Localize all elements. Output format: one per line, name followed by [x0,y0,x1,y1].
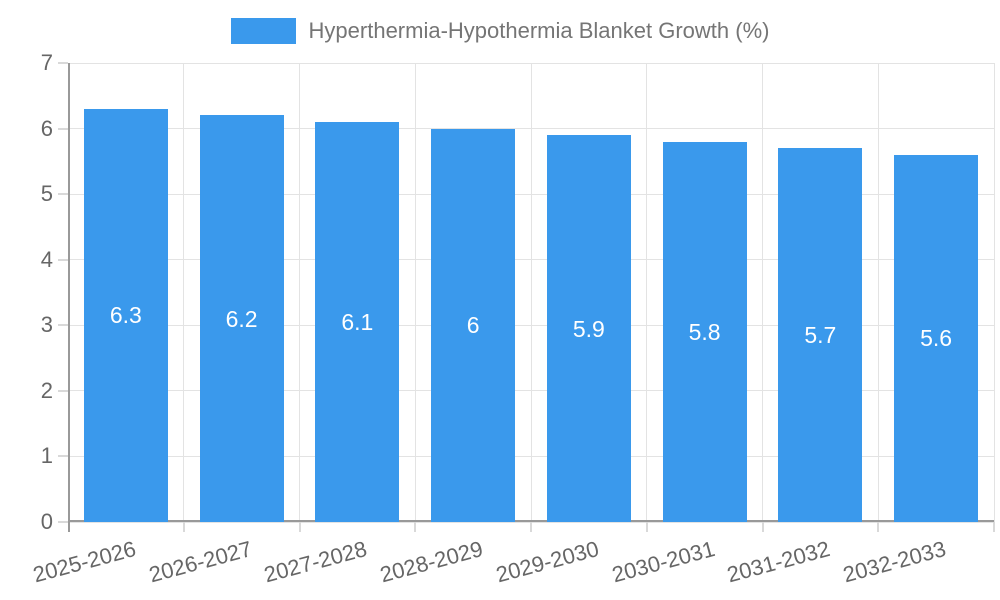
y-axis-tick [58,193,68,196]
gridline-vertical [993,63,995,522]
bar[interactable] [894,154,979,522]
bar[interactable] [546,135,631,522]
y-axis-tick-label: 4 [40,246,53,272]
y-axis-tick-label: 0 [40,509,53,534]
gridline-vertical [877,63,879,522]
x-axis-tick [414,522,417,532]
y-axis-tick-label: 3 [40,312,53,338]
x-axis-tick [877,522,880,532]
chart-legend[interactable]: Hyperthermia-Hypothermia Blanket Growth … [0,18,1000,44]
y-axis-tick [58,258,68,261]
x-axis-tick [68,522,70,532]
legend-label: Hyperthermia-Hypothermia Blanket Growth … [308,18,770,43]
bar[interactable] [662,141,747,522]
x-axis-tick [182,522,185,532]
x-axis-tick [298,522,301,532]
x-axis-line [68,520,994,522]
y-axis-tick [58,324,68,327]
gridline-vertical [530,63,532,522]
bar-value-label: 6.3 [109,302,142,329]
y-axis-tick [58,455,68,458]
bar[interactable] [431,128,516,522]
y-axis-tick-label: 5 [40,181,53,207]
gridline-vertical [762,63,763,522]
y-axis-tick-label: 2 [40,377,53,403]
gridline-vertical [414,63,416,522]
plot-area: 0 1 2 3 4 5 6 7 6.3 2025-2026 6.2 2026-2027 6.1 2027-… [30,51,995,587]
legend-swatch-icon [230,18,296,44]
y-axis-tick [58,62,68,64]
x-axis-tick [645,522,648,532]
bar-value-label: 5.7 [804,322,837,349]
gridline-vertical [646,63,648,522]
gridline-vertical [299,63,300,522]
bar-value-label: 6 [466,312,480,339]
bar[interactable] [199,115,284,522]
bar-value-label: 6.1 [341,309,374,335]
y-axis-tick-label: 1 [40,443,53,469]
y-axis-tick [58,521,68,523]
gridline-vertical [183,63,185,522]
y-axis-tick [58,389,68,392]
bar-value-label: 5.8 [688,318,721,345]
x-axis-tick [761,522,764,532]
y-axis-tick [58,127,68,130]
bar[interactable] [315,122,400,522]
x-axis-tick [993,522,995,532]
bar[interactable] [83,108,168,522]
bar[interactable] [778,148,863,522]
x-axis-tick [530,522,532,532]
y-axis-tick-label: 6 [40,115,53,141]
bar-value-label: 5.9 [572,315,605,342]
y-axis-tick-label: 7 [40,50,53,75]
bar-value-label: 6.2 [225,305,258,332]
y-axis-line [68,63,70,522]
bar-value-label: 5.6 [920,325,953,352]
